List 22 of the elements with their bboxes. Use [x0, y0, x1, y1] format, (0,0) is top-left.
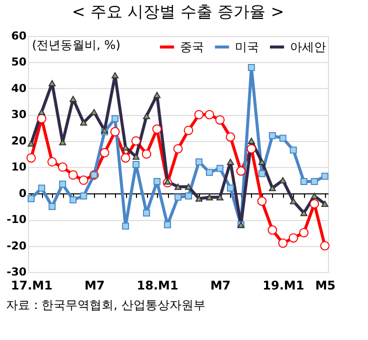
y-tick-label: 20	[11, 134, 27, 148]
legend-label: 중국	[180, 40, 204, 54]
y-tick-label: 40	[11, 82, 27, 95]
x-tick-label: 18.M1	[136, 278, 178, 292]
legend-label: 미국	[235, 40, 259, 54]
x-tick-label: M5	[315, 278, 336, 292]
y-tick-label: -20	[6, 239, 27, 252]
y-tick-label: 0	[18, 186, 27, 200]
y-tick-label: 10	[11, 160, 27, 174]
y-tick-label: -10	[6, 213, 27, 226]
y-tick-label: 60	[11, 30, 27, 42]
y-axis-title: (전년동월비, %)	[32, 38, 120, 52]
chart-title: < 주요 시장별 수출 증가율 >	[72, 2, 284, 21]
x-tick-label: 17.M1	[10, 278, 52, 292]
y-tick-label: -30	[6, 266, 27, 278]
text: 자료 : 한국무역협회, 산업통상자원부	[6, 297, 206, 314]
legend-label: 아세안	[290, 40, 326, 54]
y-tick-label: 30	[11, 108, 27, 122]
x-tick-label: 19.M1	[262, 278, 304, 292]
y-tick-label: 50	[11, 56, 27, 69]
x-tick-label: M7	[210, 278, 231, 292]
x-tick-label: M7	[84, 278, 105, 292]
